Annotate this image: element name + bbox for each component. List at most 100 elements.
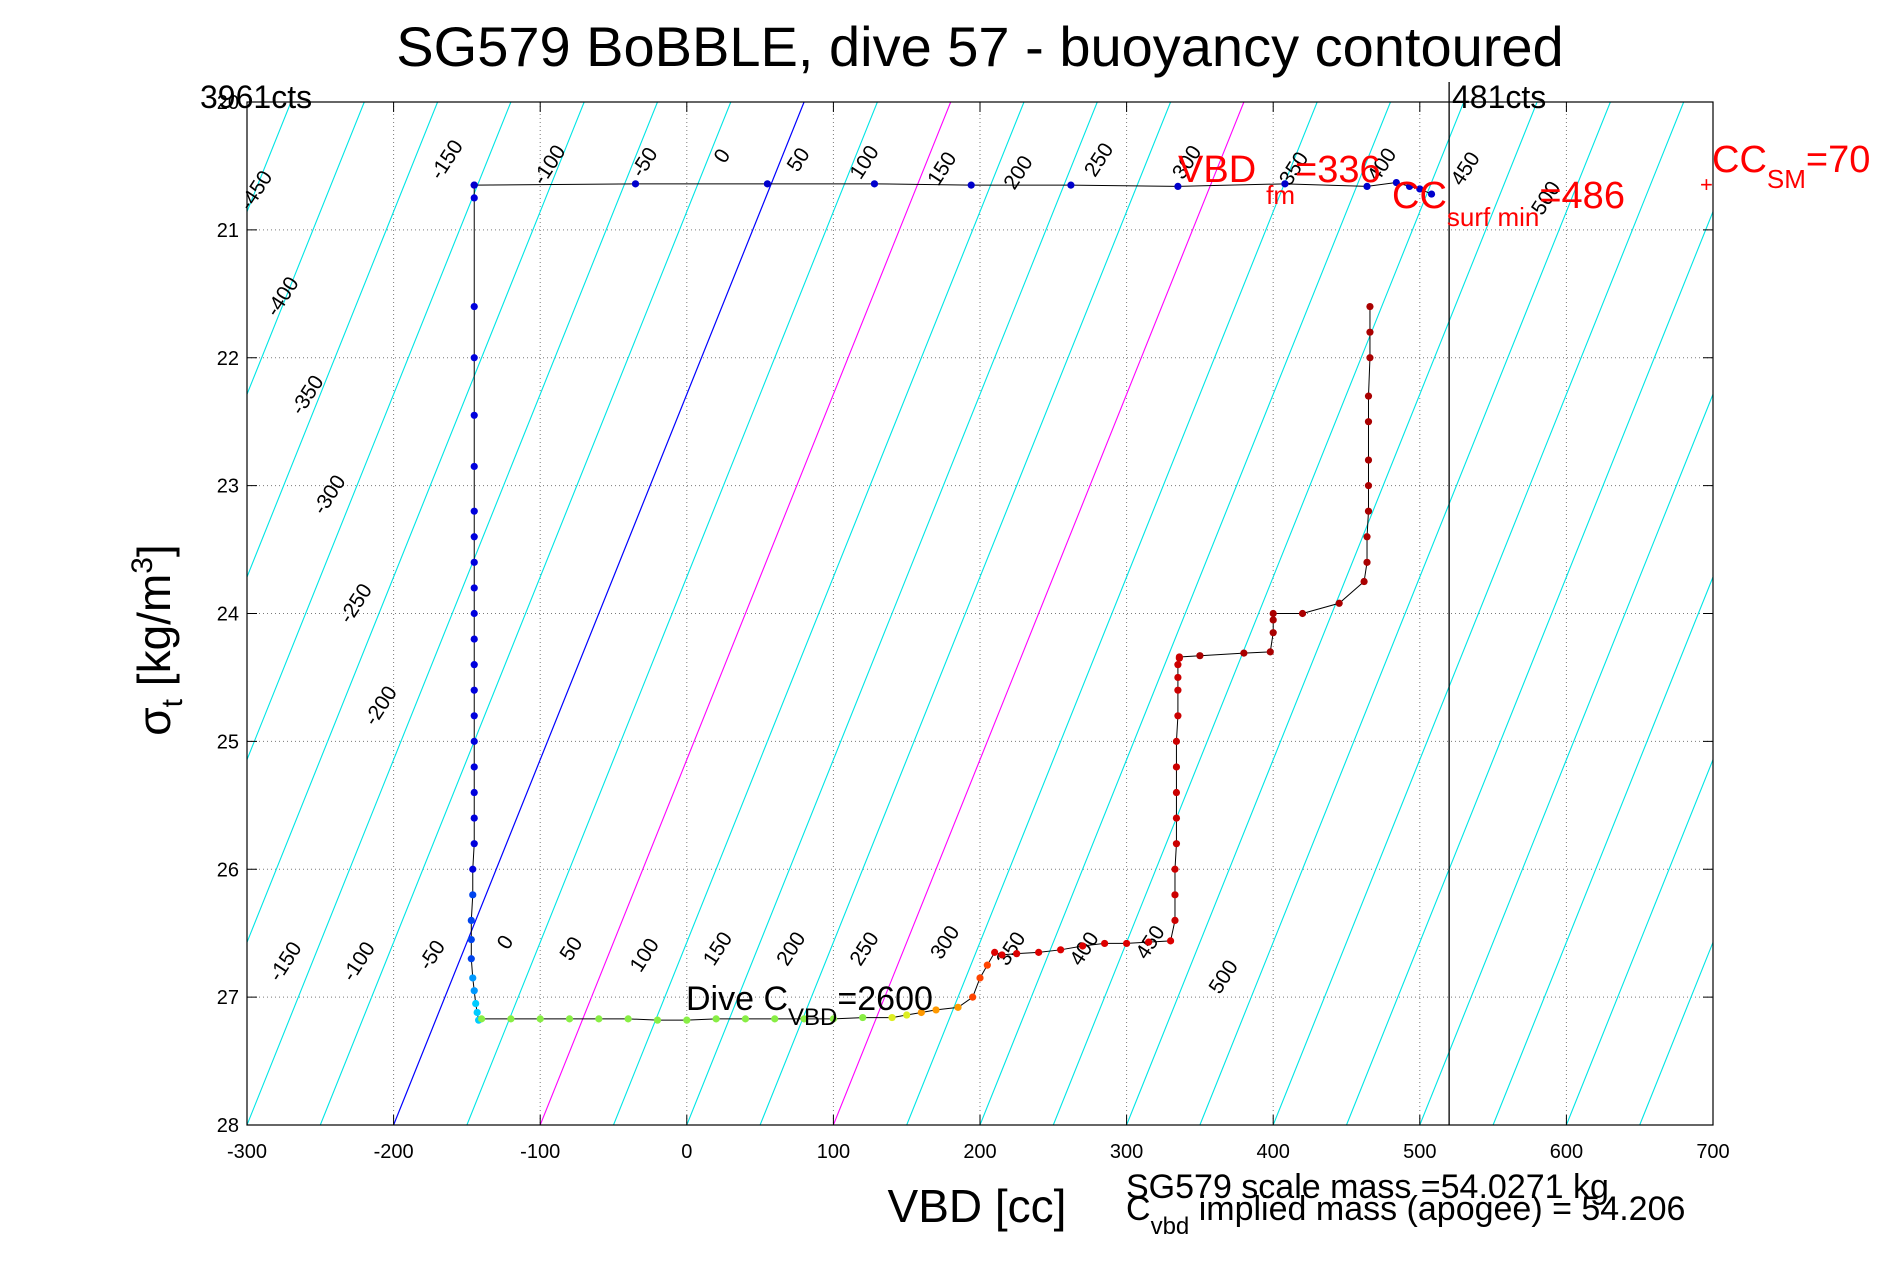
climb-point [1269,616,1277,624]
contour-line [832,102,1245,1125]
surface-point [1392,178,1400,187]
dive-point [470,635,478,643]
cc-sm-annotation: CCSM=70 [1712,139,1870,194]
climb-point [1363,533,1371,541]
contour-line [247,102,585,944]
climb-point [1174,686,1182,694]
contour-line [247,102,658,1125]
buoyancy-contours [0,102,1713,1125]
x-tick-label: -100 [520,1141,560,1163]
climb-point [903,1011,911,1019]
y-tick-label: 20 [217,92,239,114]
chart-title: SG579 BoBBLE, dive 57 - buoyancy contour… [396,15,1563,78]
grid [247,102,1713,1125]
x-tick-label: -300 [227,1141,267,1163]
dive-point [470,584,478,592]
climb-point [1171,865,1179,873]
surface-point [870,180,879,188]
dive-point [470,303,478,311]
climb-point [477,1015,486,1023]
vbd-fm-annotation: VBDfm=336 [1178,149,1381,210]
surface-point [470,181,478,189]
dive-point [469,974,477,982]
x-ticks: -300 -200 -100 0 100 200 300 400 500 600 700 [227,102,1730,1163]
climb-point [1079,942,1087,950]
contour-line [1492,575,1713,1125]
climb-point [683,1016,691,1024]
y-tick-label: 25 [217,731,239,753]
climb-point [1166,937,1175,945]
contour-line [979,102,1391,1125]
climb-point [1364,507,1373,515]
x-tick-label: 700 [1696,1141,1729,1163]
dive-point [472,999,480,1008]
dive-point [467,935,475,944]
y-tick-label: 23 [217,476,239,498]
dive-point [470,737,478,745]
climb-point [859,1013,867,1022]
x-axis-label: VBD [cc] [888,1180,1067,1232]
climb-point [1240,649,1248,657]
contour-line [247,102,439,579]
surface-point [1067,181,1075,189]
y-ticks: 20 21 22 23 24 25 26 27 28 [217,92,1713,1137]
top-right-counts: 481cts [1452,79,1546,115]
x-tick-label: 300 [1110,1141,1143,1163]
dive-point [473,1008,481,1017]
dive-point [470,354,478,362]
dive-point [469,865,477,873]
surface-point [1281,180,1289,188]
x-tick-label: 500 [1403,1141,1436,1163]
surface-point [631,180,640,188]
y-tick-label: 28 [217,1115,239,1137]
dive-point [470,661,478,669]
contour-line [1126,102,1538,1125]
x-tick-label: 200 [963,1141,996,1163]
climb-point [1123,939,1131,948]
climb-point [954,1003,962,1011]
dive-point [470,507,478,515]
cc-sm-marker: + [1700,172,1713,197]
climb-point [983,961,991,969]
y-axis-label: σt [kg/m3] [126,544,189,735]
climb-point [1144,938,1153,946]
cc-surf-min-annotation: CCsurf min=486 [1392,175,1625,232]
y-label-close: ] [128,544,180,557]
climb-point [1057,946,1065,954]
climb-point [1266,648,1274,656]
x-tick-label: 100 [817,1141,850,1163]
contour-line [0,102,144,1125]
contour-line [906,102,1318,1125]
climb-point [1171,891,1179,899]
climb-point [1101,939,1109,948]
climb-point [1269,629,1277,637]
dive-point [470,840,478,848]
climb-point [976,974,984,982]
climb-point [1172,737,1181,745]
climb-point [1298,609,1307,618]
surface-point [763,180,772,188]
climb-point [507,1015,515,1023]
climb-point [1172,788,1181,797]
contour-line [612,102,1025,1125]
surface-point [1174,182,1182,190]
dive-point [470,987,478,995]
climb-point [917,1008,925,1017]
climb-point [1364,392,1373,400]
climb-point [800,1015,808,1023]
y-tick-label: 22 [217,348,239,370]
dive-point [470,558,478,566]
dive-point [470,462,478,471]
x-tick-label: -200 [374,1141,414,1163]
dive-point [470,609,478,618]
contour-line [759,102,1172,1125]
climb-point [1363,558,1371,566]
climb-point [1364,482,1373,490]
climb-point [1366,354,1374,362]
climb-point [1269,609,1277,618]
climb-point [1335,599,1343,607]
dive-point [470,686,478,694]
contour-line [247,102,512,762]
climb-point [969,993,977,1001]
climb-point [998,951,1006,959]
